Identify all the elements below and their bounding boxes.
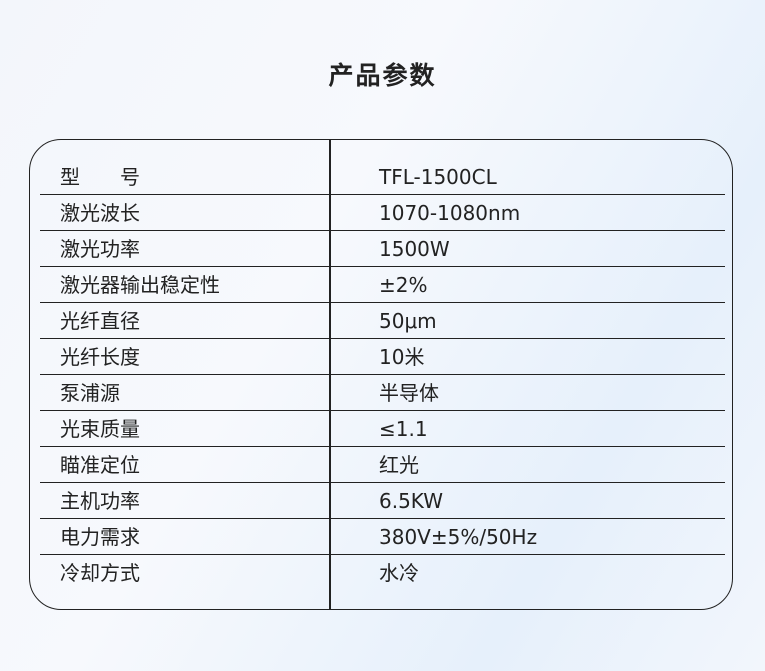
table-row: 光纤直径 50μm <box>40 302 725 339</box>
spec-value: ±2% <box>379 273 428 297</box>
spec-label: 型 号 <box>60 165 140 189</box>
spec-label: 激光器输出稳定性 <box>60 273 220 297</box>
spec-value: 水冷 <box>379 561 419 585</box>
spec-value: TFL-1500CL <box>379 165 497 189</box>
table-row: 冷却方式 水冷 <box>40 554 725 591</box>
spec-label: 冷却方式 <box>60 561 140 585</box>
table-row: 电力需求 380V±5%/50Hz <box>40 518 725 555</box>
table-row: 泵浦源 半导体 <box>40 374 725 411</box>
spec-label: 光纤直径 <box>60 309 140 333</box>
table-row: 主机功率 6.5KW <box>40 482 725 519</box>
spec-value: 380V±5%/50Hz <box>379 525 538 549</box>
table-row: 光束质量 ≤1.1 <box>40 410 725 447</box>
spec-value: 50μm <box>379 309 437 333</box>
table-row: 型 号 TFL-1500CL <box>40 159 725 195</box>
spec-label: 激光波长 <box>60 201 140 225</box>
spec-value: 10米 <box>379 345 425 369</box>
spec-value: 1070-1080nm <box>379 201 521 225</box>
spec-table <box>29 139 733 610</box>
spec-label: 光纤长度 <box>60 345 140 369</box>
table-row: 瞄准定位 红光 <box>40 446 725 483</box>
spec-value: 1500W <box>379 237 450 261</box>
spec-label: 激光功率 <box>60 237 140 261</box>
spec-label: 主机功率 <box>60 489 140 513</box>
spec-label: 光束质量 <box>60 417 140 441</box>
table-row: 激光功率 1500W <box>40 230 725 267</box>
spec-value: 6.5KW <box>379 489 443 513</box>
spec-value: 红光 <box>379 453 419 477</box>
spec-value: 半导体 <box>379 381 439 405</box>
table-row: 激光波长 1070-1080nm <box>40 194 725 231</box>
spec-label: 瞄准定位 <box>60 453 140 477</box>
spec-value: ≤1.1 <box>379 417 428 441</box>
page-title: 产品参数 <box>328 61 437 90</box>
spec-label: 泵浦源 <box>60 381 120 405</box>
table-row: 激光器输出稳定性 ±2% <box>40 266 725 303</box>
spec-label: 电力需求 <box>60 525 140 549</box>
table-row: 光纤长度 10米 <box>40 338 725 375</box>
